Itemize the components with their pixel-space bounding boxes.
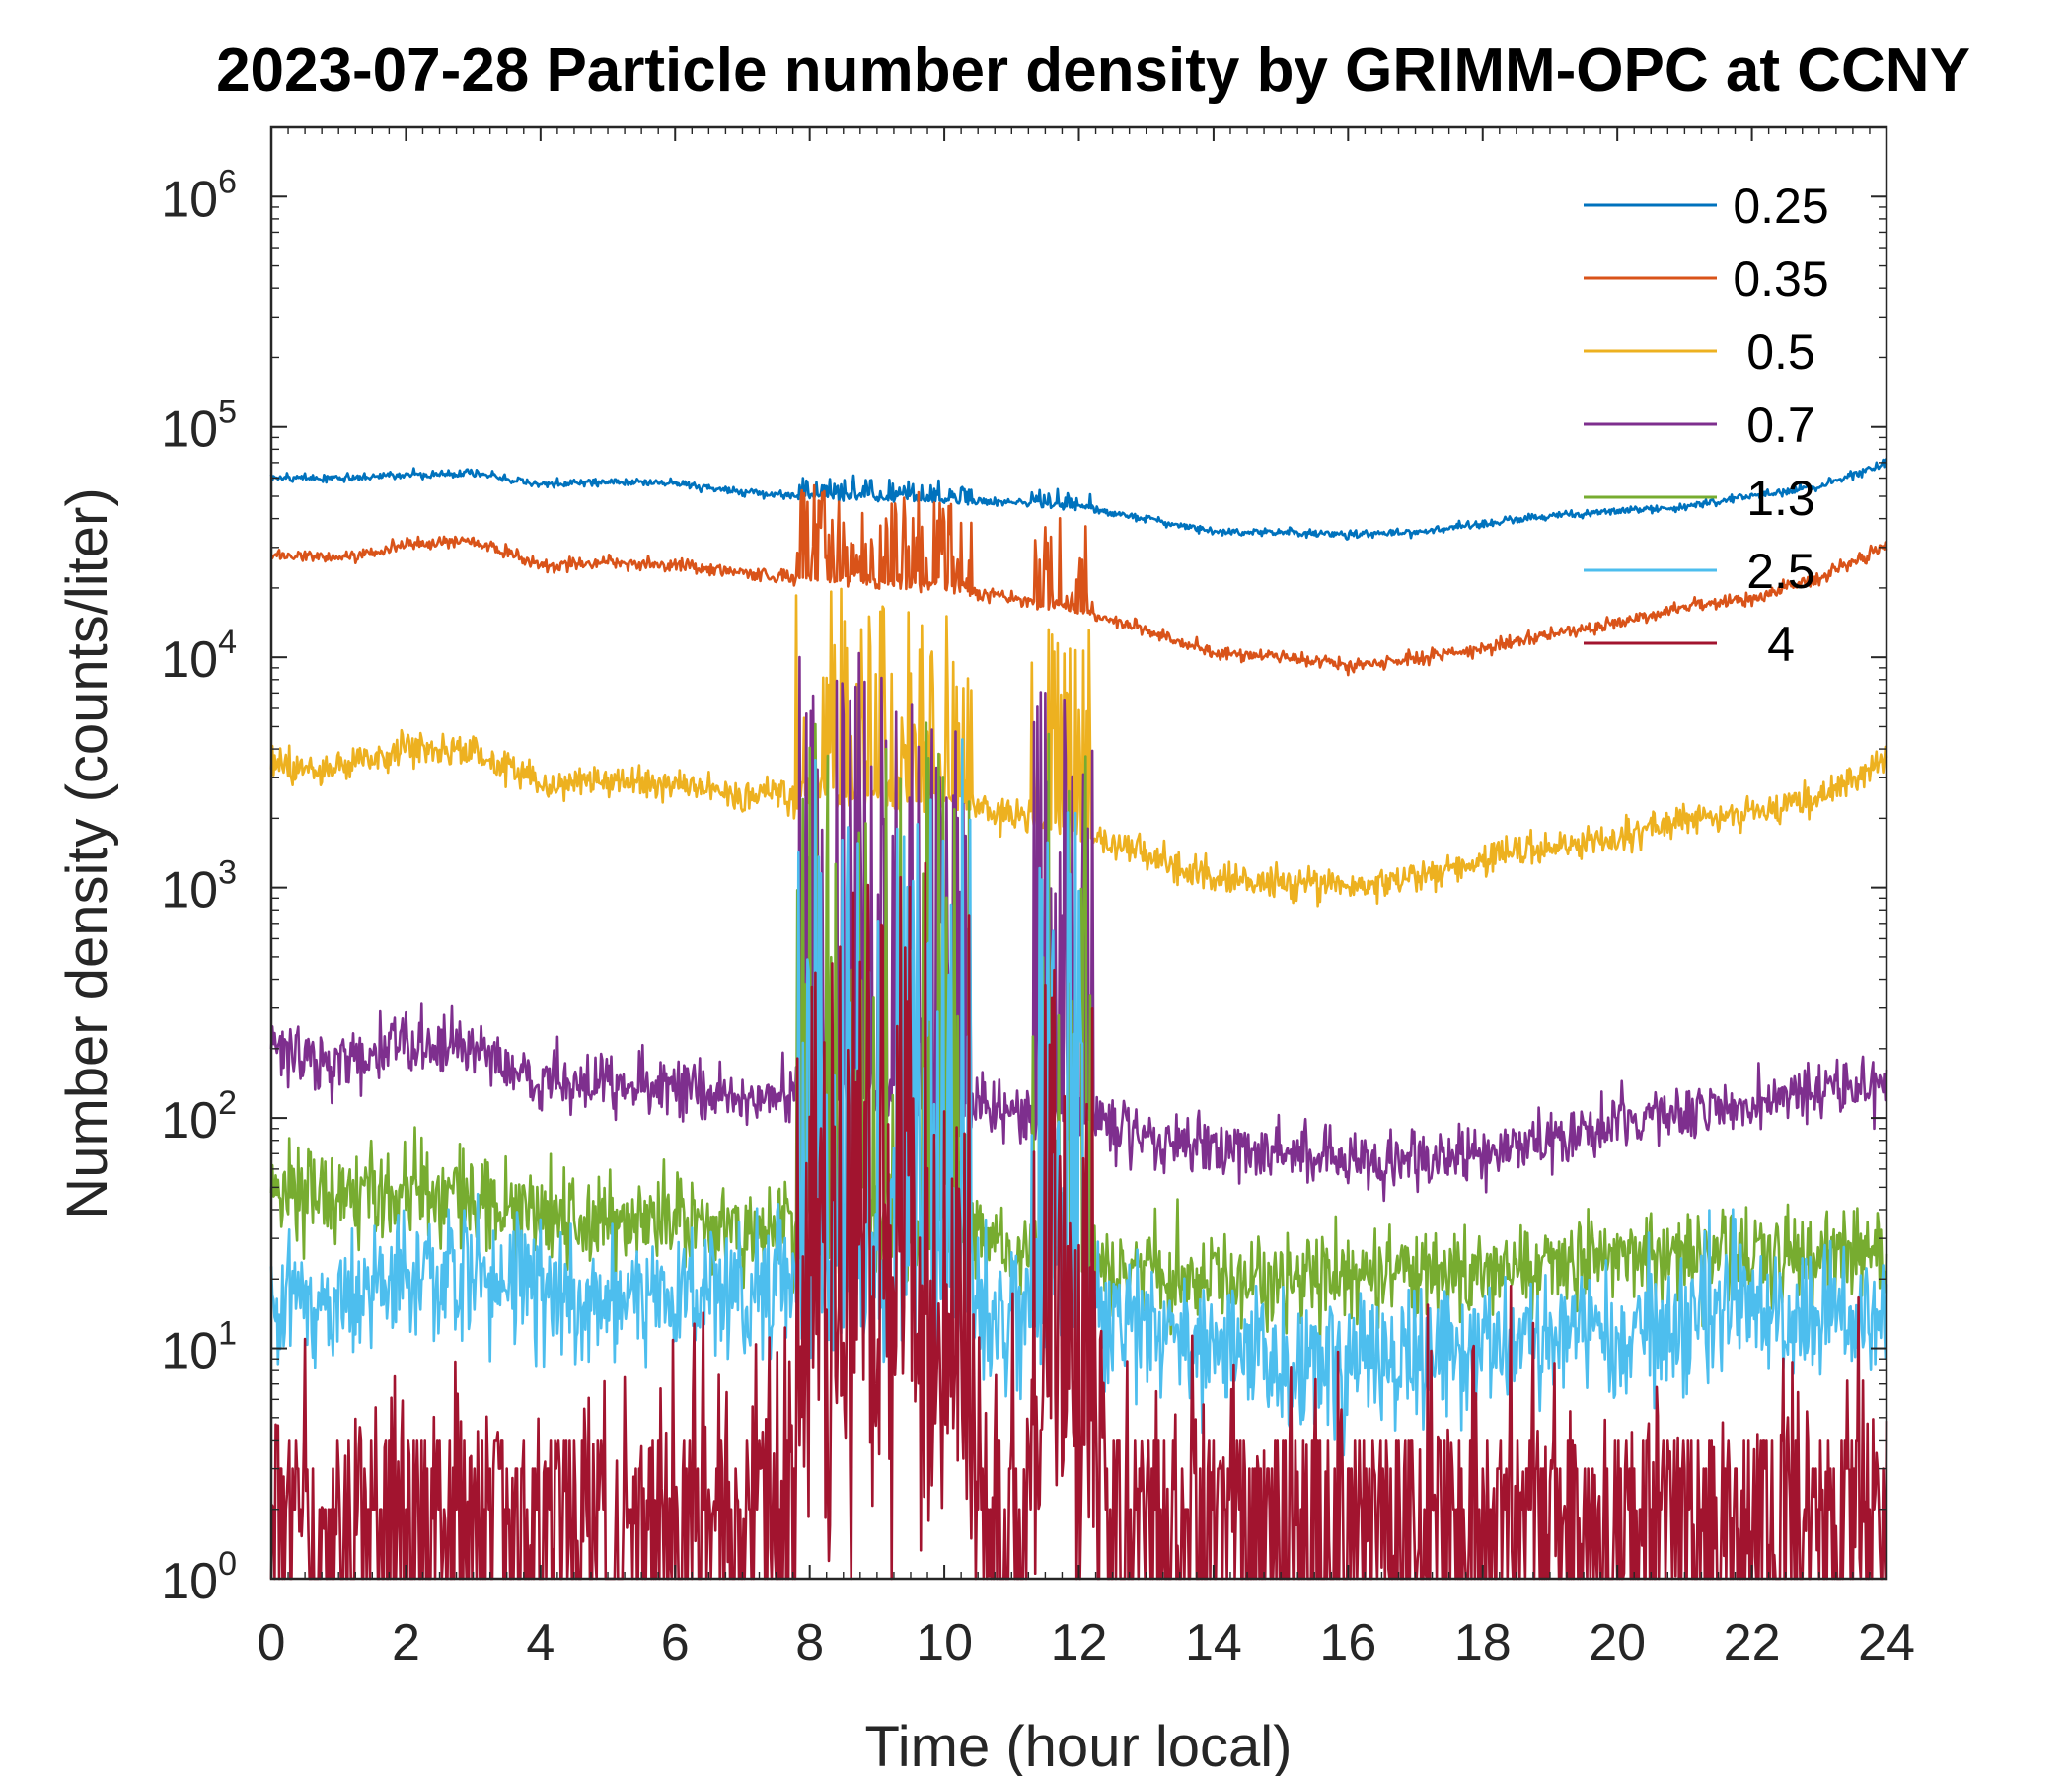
x-tick-label: 24 (1858, 1614, 1915, 1671)
x-tick-label: 8 (795, 1614, 824, 1671)
x-tick-label: 4 (526, 1614, 555, 1671)
legend-label-4: 4 (1767, 617, 1795, 672)
y-tick-label: 105 (161, 394, 237, 459)
y-tick-label: 100 (161, 1545, 237, 1610)
legend-label-1.3: 1.3 (1746, 471, 1815, 526)
y-tick-label: 103 (161, 854, 237, 920)
x-tick-label: 6 (661, 1614, 690, 1671)
y-axis-label: Number density (counts/liter) (55, 487, 119, 1219)
series-line-0.35 (270, 483, 1888, 677)
legend-label-0.25: 0.25 (1733, 179, 1828, 234)
y-tick-labels: 100 101 102 103 104 105 106 (161, 163, 237, 1610)
y-tick-label: 102 (161, 1084, 237, 1149)
y-tick-label: 104 (161, 624, 237, 689)
series-line-0.25 (269, 458, 1888, 541)
axis-ticks (270, 126, 1887, 1580)
x-tick-label: 14 (1185, 1614, 1242, 1671)
legend-label-2.5: 2.5 (1746, 544, 1815, 599)
legend-label-0.7: 0.7 (1746, 398, 1815, 453)
chart-title: 2023-07-28 Particle number density by GR… (216, 37, 1970, 105)
y-tick-label: 106 (161, 163, 237, 228)
x-tick-label: 0 (258, 1614, 286, 1671)
x-tick-label: 2 (392, 1614, 420, 1671)
x-axis-label: Time (hour local) (865, 1715, 1293, 1776)
legend: 0.25 0.35 0.5 0.7 1.3 2.5 4 (1584, 179, 1829, 672)
y-tick-label: 101 (161, 1315, 237, 1380)
legend-label-0.5: 0.5 (1746, 325, 1815, 380)
x-tick-label: 22 (1724, 1614, 1781, 1671)
plot-series (269, 458, 1888, 1581)
series-line-2.5 (269, 738, 1888, 1457)
x-tick-label: 16 (1319, 1614, 1376, 1671)
series-line-0.5 (269, 587, 1888, 908)
legend-label-0.35: 0.35 (1733, 252, 1828, 307)
x-tick-label: 20 (1589, 1614, 1646, 1671)
x-tick-label: 10 (916, 1614, 973, 1671)
x-tick-labels: 0 2 4 6 8 10 12 14 16 18 20 22 24 (258, 1614, 1915, 1671)
x-tick-label: 12 (1051, 1614, 1108, 1671)
x-tick-label: 18 (1454, 1614, 1512, 1671)
